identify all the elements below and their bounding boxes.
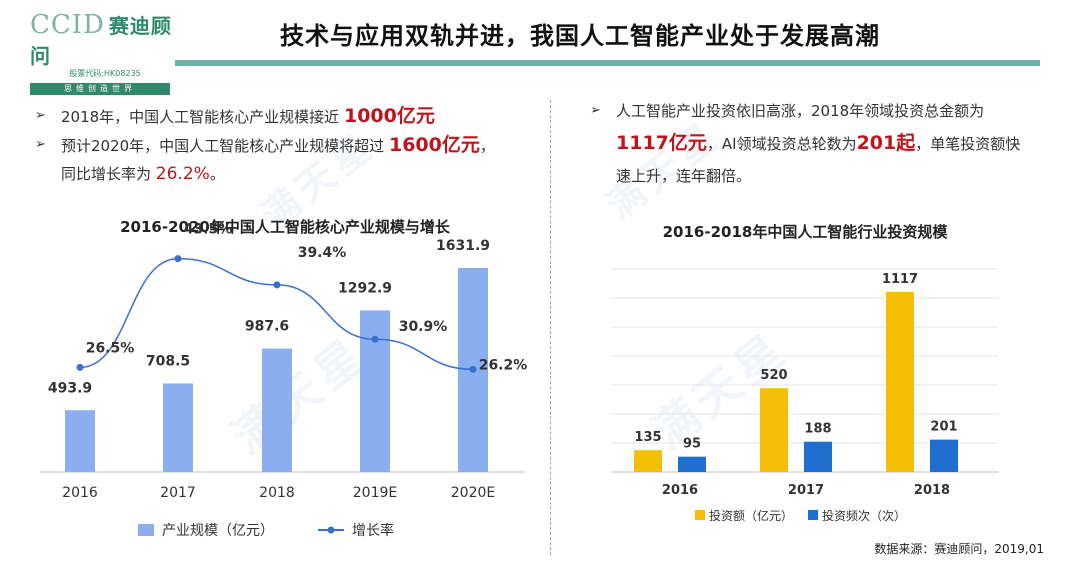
highlight-value: 1600亿元: [388, 134, 480, 156]
logo-cn: 赛迪顾问: [30, 14, 172, 68]
growth-point-2020E: [469, 365, 477, 373]
legend-label-growth: 增长率: [352, 522, 394, 539]
highlight-value: 1000亿元: [343, 105, 435, 127]
legend-label-scale: 产业规模（亿元）: [162, 523, 274, 539]
x-tick-label: 2017: [160, 485, 196, 501]
bar-frequency-2017: [804, 441, 832, 472]
logo: CCID 赛迪顾问 股票代码:HK08235 思维创造世界: [30, 10, 180, 95]
data-source: 数据来源：赛迪顾问，2019,01: [874, 542, 1044, 556]
bar-amount-2017: [760, 388, 788, 472]
center-divider: [550, 100, 551, 555]
growth-point-2017: [174, 255, 182, 263]
bar-value-label: 1292.9: [338, 280, 392, 296]
x-tick-label: 2018: [259, 485, 295, 501]
logo-main: CCID 赛迪顾问: [30, 10, 172, 68]
legend-swatch-amount: [695, 510, 705, 520]
bar-amount-2016: [634, 450, 662, 472]
legend-swatch-frequency: [808, 510, 818, 520]
bar-frequency-2018: [930, 439, 958, 472]
growth-label: 30.9%: [399, 319, 448, 335]
right-bullets: 人工智能产业投资依旧高涨，2018年领域投资总金额为 1117亿元，AI领域投资…: [590, 95, 1030, 192]
left-bullets: 2018年，中国人工智能核心产业规模接近 1000亿元 预计2020年，中国人工…: [35, 102, 515, 188]
bar-amount-2018: [886, 292, 914, 472]
legend-point-growth: [327, 526, 335, 534]
x-tick-label: 2018: [914, 483, 950, 498]
x-tick-label: 2016: [62, 485, 98, 501]
logo-slogan: 思维创造世界: [30, 83, 170, 95]
bar-scale-2016: [65, 410, 95, 472]
bar-value-label: 201: [930, 420, 957, 435]
highlight-value: 201起: [856, 132, 916, 154]
growth-point-2019E: [371, 335, 379, 343]
title-rule: [175, 60, 1040, 66]
bar-value-label: 493.9: [48, 380, 92, 396]
legend-swatch-scale: [138, 524, 154, 536]
page-title: 技术与应用双轨并进，我国人工智能产业处于发展高潮: [280, 22, 880, 50]
highlight-value: 26.2%: [155, 164, 210, 184]
bar-value-label: 987.6: [245, 319, 289, 335]
bar-value-label: 1631.9: [436, 238, 490, 254]
bar-value-label: 188: [804, 422, 831, 437]
bar-scale-2018: [262, 348, 292, 472]
growth-label: 26.5%: [86, 340, 135, 356]
bar-frequency-2016: [678, 456, 706, 472]
x-tick-label: 2016: [662, 483, 698, 498]
x-tick-label: 2017: [788, 483, 824, 498]
highlight-value: 1117亿元: [616, 132, 707, 154]
chart1-title: 2016-2020年中国人工智能核心产业规模与增长: [120, 218, 451, 236]
bar-scale-2017: [163, 383, 193, 472]
bar-value-label: 95: [683, 437, 701, 452]
bar-value-label: 520: [760, 368, 787, 383]
growth-label: 43.5%: [184, 222, 233, 238]
bar-value-label: 135: [634, 430, 661, 445]
growth-label: 26.2%: [479, 357, 528, 373]
chart2-title: 2016-2018年中国人工智能行业投资规模: [663, 223, 949, 241]
left-bullet-2: 预计2020年，中国人工智能核心产业规模将超过 1600亿元， 同比增长率为 2…: [35, 131, 515, 188]
industry-scale-chart: 2016-2020年中国人工智能核心产业规模与增长 493.9 2016 708.5…: [40, 218, 528, 539]
investment-scale-chart: 2016-2018年中国人工智能行业投资规模 135 95 2016 520 188 20…: [612, 223, 998, 523]
growth-label: 39.4%: [298, 245, 347, 261]
x-tick-label: 2020E: [451, 485, 495, 501]
right-bullet-1: 人工智能产业投资依旧高涨，2018年领域投资总金额为 1117亿元，AI领域投资…: [590, 95, 1030, 192]
bar-value-label: 1117: [882, 272, 918, 287]
logo-stock-code: 股票代码:HK08235: [69, 69, 141, 78]
legend-label-frequency: 投资频次（次）: [822, 508, 906, 523]
x-tick-label: 2019E: [353, 485, 397, 501]
growth-point-2016: [76, 363, 84, 371]
bar-scale-2019E: [360, 310, 390, 472]
growth-point-2018: [273, 281, 281, 289]
left-bullet-1: 2018年，中国人工智能核心产业规模接近 1000亿元: [35, 102, 515, 131]
bar-value-label: 708.5: [146, 353, 190, 369]
legend-label-amount: 投资额（亿元）: [709, 508, 793, 523]
